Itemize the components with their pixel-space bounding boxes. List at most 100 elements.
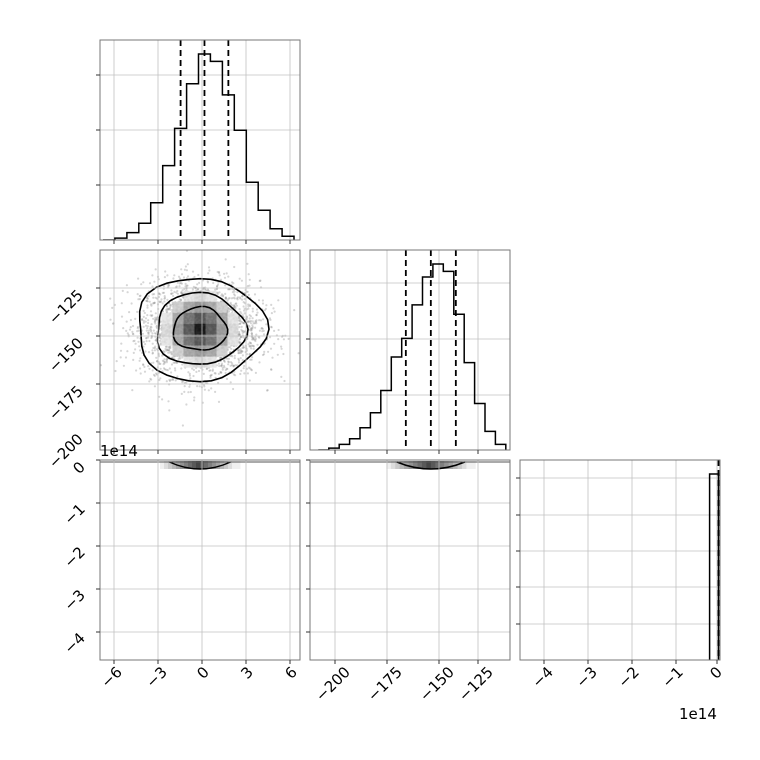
scatter-point xyxy=(226,357,229,360)
scatter-point xyxy=(167,307,170,311)
scatter-point xyxy=(227,310,231,313)
scatter-point xyxy=(229,364,232,367)
scatter-point xyxy=(171,377,174,380)
scatter-point xyxy=(164,345,167,348)
scatter-point xyxy=(241,314,244,317)
scatter-point xyxy=(229,308,232,311)
scatter-point xyxy=(206,381,209,385)
scatter-point xyxy=(120,302,123,305)
frames-layer xyxy=(99,39,721,661)
scatter-point xyxy=(140,243,142,245)
scatter-point xyxy=(182,276,186,279)
scatter-point xyxy=(159,342,162,345)
scatter-point xyxy=(159,333,162,336)
scatter-point xyxy=(132,333,135,336)
scatter-point xyxy=(220,293,224,296)
scatter-point xyxy=(241,329,244,333)
scatter-point xyxy=(197,288,200,291)
scatter-point xyxy=(160,300,163,303)
scatter-point xyxy=(179,281,182,285)
scatter-point xyxy=(140,318,144,322)
scatter-point xyxy=(120,315,124,318)
scatter-point xyxy=(169,304,172,307)
scatter-point xyxy=(240,369,243,372)
scatter-point xyxy=(255,322,258,325)
scatter-point xyxy=(220,364,223,367)
density-cell xyxy=(205,290,217,302)
scatter-point xyxy=(122,364,125,367)
scatter-point xyxy=(271,356,274,359)
scatter-point xyxy=(257,299,261,302)
scatter-point xyxy=(240,312,243,315)
scatter-point xyxy=(176,289,179,293)
scatter-point xyxy=(242,301,245,304)
scatter-point xyxy=(186,284,189,287)
scatter-point xyxy=(158,300,161,303)
scatter-point xyxy=(212,281,215,285)
scatter-point xyxy=(247,320,250,323)
scatter-point xyxy=(246,320,249,323)
scatter-point xyxy=(168,349,171,352)
scatter-point xyxy=(180,392,183,395)
scatter-point xyxy=(282,338,285,341)
scatter-point xyxy=(270,326,273,329)
scatter-point xyxy=(227,307,230,310)
scatter-point xyxy=(191,367,194,370)
scatter-point xyxy=(192,374,195,378)
scatter-point xyxy=(179,357,182,360)
scatter-point xyxy=(154,345,157,348)
scatter-point xyxy=(146,304,149,307)
scatter-point xyxy=(180,273,184,276)
scatter-point xyxy=(196,283,199,286)
scatter-point xyxy=(198,281,201,284)
scatter-point xyxy=(134,342,137,345)
scatter-point xyxy=(159,377,162,380)
scatter-point xyxy=(146,300,149,303)
scatter-point xyxy=(144,317,148,320)
density-cell xyxy=(183,323,195,335)
scatter-point xyxy=(146,327,149,330)
scatter-point xyxy=(235,304,238,307)
scatter-point xyxy=(219,356,222,359)
scatter-point xyxy=(164,347,167,351)
scatter-point xyxy=(222,364,226,367)
scatter-point xyxy=(255,320,258,323)
scatter-point xyxy=(186,263,189,266)
scatter-point xyxy=(139,357,142,360)
scatter-point xyxy=(109,318,112,321)
scatter-point xyxy=(181,356,184,359)
scatter-point xyxy=(130,302,133,305)
scatter-point xyxy=(224,284,227,287)
scatter-point xyxy=(214,372,217,375)
scatter-point xyxy=(150,314,153,318)
scatter-point xyxy=(176,375,179,378)
scatter-point xyxy=(164,270,167,273)
scatter-point xyxy=(159,320,162,323)
scatter-point xyxy=(127,333,130,337)
scatter-point xyxy=(166,348,169,351)
scatter-point xyxy=(251,344,254,347)
scatter-point xyxy=(146,314,149,317)
scatter-point xyxy=(259,279,262,282)
scatter-point xyxy=(142,363,145,366)
scatter-point xyxy=(148,380,151,383)
scatter-point xyxy=(239,357,242,360)
scatter-point xyxy=(242,346,245,349)
scatter-point xyxy=(178,277,182,280)
scatter-point xyxy=(210,242,212,244)
scatter-point xyxy=(258,279,261,283)
scatter-point xyxy=(239,318,242,321)
scatter-point xyxy=(232,364,235,367)
scatter-point xyxy=(241,295,244,298)
scatter-point xyxy=(270,368,273,371)
scatter-point xyxy=(153,385,156,388)
scatter-point xyxy=(233,294,236,297)
scatter-point xyxy=(214,376,217,379)
scatter-point xyxy=(249,322,252,325)
scatter-point xyxy=(253,293,257,296)
scatter-point xyxy=(252,336,255,340)
scatter-point xyxy=(149,329,153,332)
scatter-point xyxy=(163,295,166,298)
density-cell xyxy=(205,301,217,313)
scatter-point xyxy=(158,378,161,382)
